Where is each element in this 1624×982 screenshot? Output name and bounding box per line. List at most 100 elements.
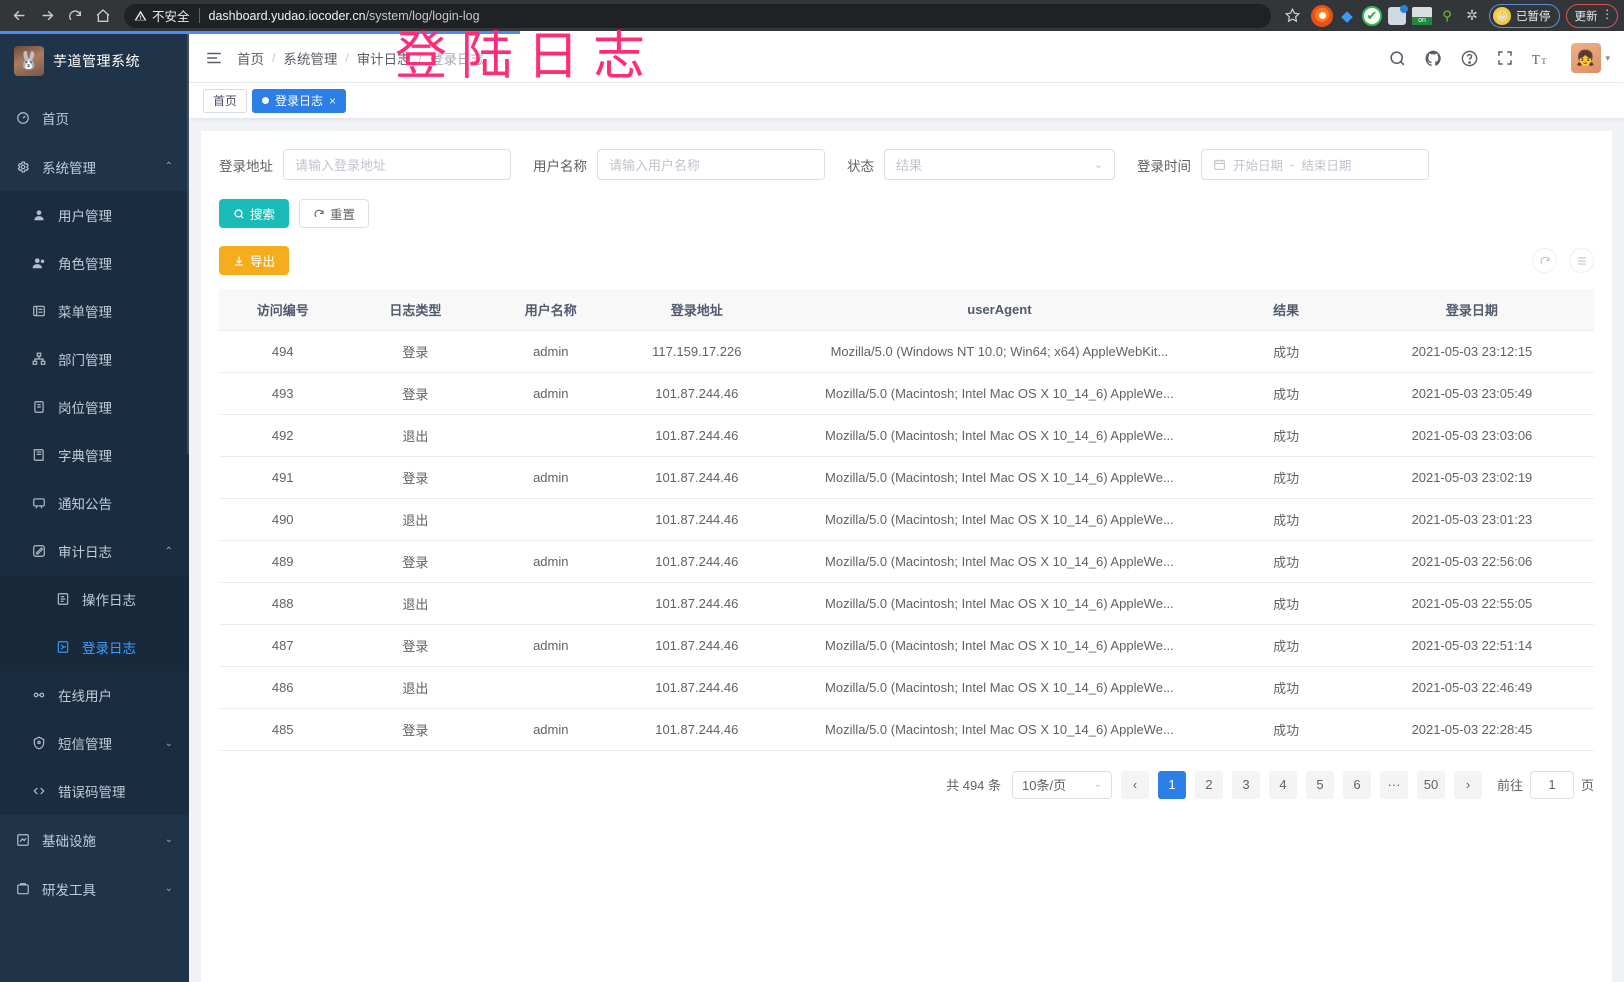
github-icon[interactable] [1424,49,1443,68]
pagination-page-3[interactable]: 3 [1232,770,1261,799]
reset-button[interactable]: 重置 [299,199,370,228]
table-row[interactable]: 494 登录 admin 117.159.17.226 Mozilla/5.0 (Win… [219,330,1595,373]
sidebar-item-home[interactable]: 首页 [0,93,189,142]
blue-diamond-extension-icon[interactable]: ◆ [1341,7,1353,25]
table-body: 494 登录 admin 117.159.17.226 Mozilla/5.0 (Win… [219,330,1595,751]
login-doc-icon [54,640,71,654]
fullscreen-icon[interactable] [1496,49,1514,67]
pagination-jump-prefix: 前往 [1497,778,1524,793]
star-icon[interactable] [1279,3,1305,29]
table-row[interactable]: 489 登录 admin 101.87.244.46 Mozilla/5.0 (Maci… [219,540,1595,583]
breadcrumb-item[interactable]: 系统管理 [283,52,338,67]
table-row[interactable]: 491 登录 admin 101.87.244.46 Mozilla/5.0 (Maci… [219,456,1595,499]
cell-id: 489 [219,540,347,583]
cell-user [484,582,618,625]
update-label: 更新 [1574,10,1598,23]
svg-text:T: T [1541,56,1547,66]
login-time-daterange[interactable]: 开始日期 - 结束日期 [1201,149,1429,180]
sidebar-item-role-manage[interactable]: 角色管理 [0,239,189,287]
table-row[interactable]: 487 登录 admin 101.87.244.46 Mozilla/5.0 (Maci… [219,624,1595,667]
breadcrumb-item[interactable]: 首页 [237,52,264,67]
pagination-total: 共 494 条 [946,778,1002,793]
sidebar-item-login-log[interactable]: 登录日志 [0,623,189,671]
user-menu[interactable]: 👧 ▾ [1570,43,1610,73]
sidebar-item-dept-manage[interactable]: 部门管理 [0,335,189,383]
table-row[interactable]: 486 退出 101.87.244.46 Mozilla/5.0 (Macintosh… [219,666,1595,709]
refresh-icon[interactable] [1532,248,1558,273]
orange-ring-extension-icon[interactable] [1311,4,1333,27]
blue-badge-extension-icon[interactable] [1386,4,1408,27]
pagination-prev-button[interactable]: ‹ [1121,770,1150,799]
pagination-page-5[interactable]: 5 [1306,770,1335,799]
profile-paused-button[interactable]: 😀 已暂停 [1489,3,1560,28]
pagination-next-button[interactable]: › [1454,770,1483,799]
breadcrumb-item[interactable]: 审计日志 [356,52,411,67]
cell-useragent: Mozilla/5.0 (Windows NT 10.0; Win64; x64… [776,330,1223,373]
table-row[interactable]: 490 退出 101.87.244.46 Mozilla/5.0 (Macintosh… [219,498,1595,541]
sidebar-item-sms-manage[interactable]: 短信管理 ⌄ [0,719,189,767]
search-button[interactable]: 搜索 [219,199,290,228]
table-row[interactable]: 488 退出 101.87.244.46 Mozilla/5.0 (Macintosh… [219,582,1595,625]
sidebar-item-audit-log[interactable]: 审计日志 ⌃ [0,527,189,575]
pagination-jump-input[interactable]: 1 [1530,770,1575,799]
svg-text:T: T [1531,52,1539,67]
form-item-status: 状态 结果 ⌄ [847,149,1115,180]
translate-on-extension-icon[interactable] [1411,5,1433,27]
sidebar-item-dict-manage[interactable]: 字典管理 [0,431,189,479]
hamburger-icon[interactable] [201,45,227,71]
pagination-page-1[interactable]: 1 [1158,770,1187,799]
table-row[interactable]: 493 登录 admin 101.87.244.46 Mozilla/5.0 (Maci… [219,372,1595,415]
tab-login-log[interactable]: 登录日志 × [252,88,347,113]
address-bar[interactable]: 不安全 dashboard.yudao.iocoder.cn/system/lo… [124,3,1271,28]
reset-button-label: 重置 [330,208,356,222]
update-button[interactable]: 更新 ⋮ [1565,3,1618,28]
login-log-table: 访问编号 日志类型 用户名称 登录地址 userAgent 结果 登录日期 49… [219,289,1595,751]
green-check-extension-icon[interactable]: ✔ [1361,5,1383,27]
sidebar-scrollbar[interactable] [187,34,189,454]
sidebar-item-online-users[interactable]: 在线用户 [0,671,189,719]
pagination-ellipsis[interactable]: ··· [1380,770,1409,799]
sidebar-item-operation-log[interactable]: 操作日志 [0,575,189,623]
date-end-placeholder: 结束日期 [1301,159,1352,173]
pagination-page-6[interactable]: 6 [1343,770,1372,799]
export-button-label: 导出 [250,255,276,269]
page-size-select[interactable]: 10条/页 ⌄ [1012,770,1113,799]
login-address-input[interactable]: 请输入登录地址 [283,149,511,180]
status-select[interactable]: 结果 ⌄ [884,149,1115,180]
pagination-page-50[interactable]: 50 [1417,770,1446,799]
table-row[interactable]: 485 登录 admin 101.87.244.46 Mozilla/5.0 (Maci… [219,708,1595,751]
search-icon[interactable] [1388,49,1407,68]
sidebar-item-system[interactable]: 系统管理 ⌃ [0,142,189,191]
cell-ip: 101.87.244.46 [617,414,777,457]
home-icon[interactable] [90,3,116,29]
sidebar-item-menu-manage[interactable]: 菜单管理 [0,287,189,335]
username-input[interactable]: 请输入用户名称 [597,149,825,180]
megaphone-icon [30,496,47,510]
cell-ip: 101.87.244.46 [617,582,777,625]
columns-icon[interactable] [1569,248,1595,273]
calendar-icon [1213,158,1226,171]
sidebar-item-dev-tools[interactable]: 研发工具 ⌄ [0,864,189,913]
puzzle-extensions-icon[interactable]: ✲ [1466,7,1478,23]
table-row[interactable]: 492 退出 101.87.244.46 Mozilla/5.0 (Macintosh… [219,414,1595,457]
sidebar-item-post-manage[interactable]: 岗位管理 [0,383,189,431]
tab-home[interactable]: 首页 [203,88,248,113]
help-icon[interactable] [1460,49,1479,68]
forward-arrow-icon[interactable] [34,3,60,29]
back-arrow-icon[interactable] [6,3,32,29]
sidebar-item-user-manage[interactable]: 用户管理 [0,191,189,239]
pagination-page-2[interactable]: 2 [1195,770,1224,799]
reload-icon[interactable] [62,3,88,29]
close-icon[interactable]: × [329,93,337,108]
sidebar-item-infra[interactable]: 基础设施 ⌄ [0,815,189,864]
pagination-page-4[interactable]: 4 [1269,770,1298,799]
sidebar-item-notice[interactable]: 通知公告 [0,479,189,527]
export-button[interactable]: 导出 [219,246,290,275]
sidebar-item-error-code[interactable]: 错误码管理 [0,767,189,815]
green-pin-extension-icon[interactable]: ⚲ [1442,7,1452,23]
kebab-menu-icon[interactable]: ⋮ [1601,8,1614,21]
brand[interactable]: 🐰 芋道管理系统 [0,34,189,87]
sidebar-item-label: 登录日志 [82,641,136,656]
